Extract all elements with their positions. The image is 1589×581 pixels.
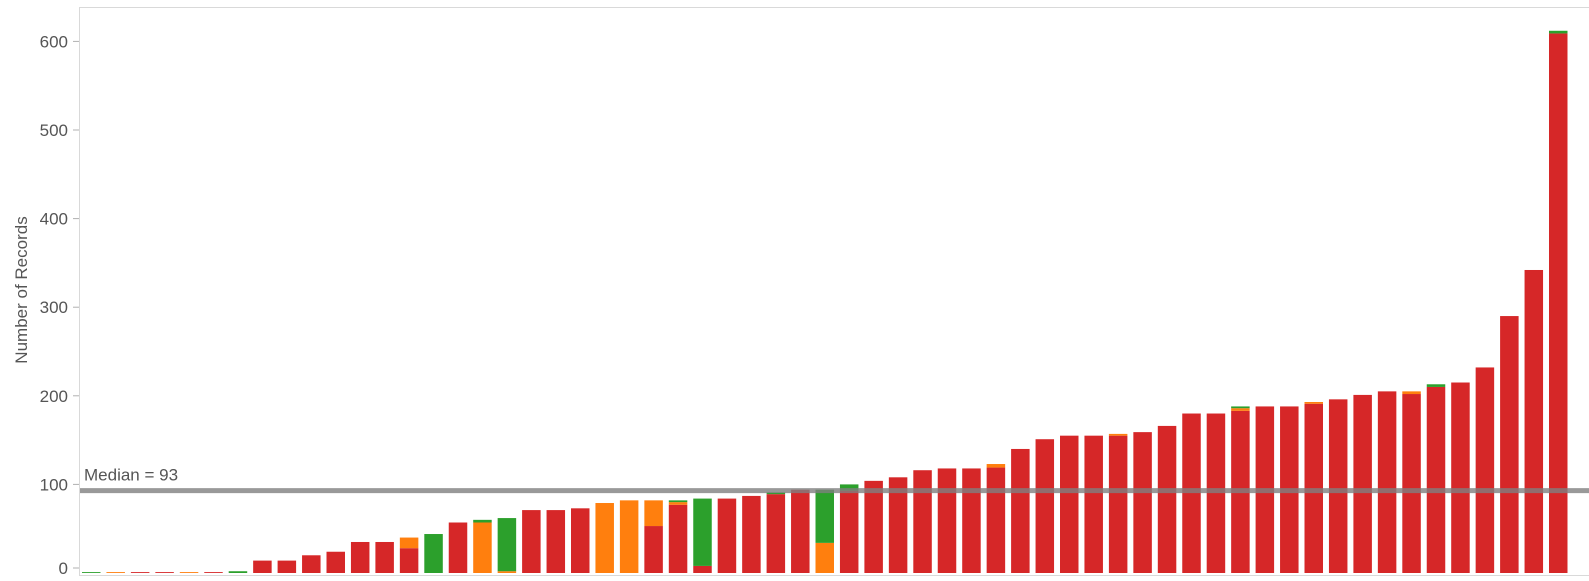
bar-14-red-segment xyxy=(399,548,419,573)
y-axis-title: Number of Records xyxy=(12,216,31,363)
bar-23-orange-segment xyxy=(619,500,639,573)
y-tick-label: 600 xyxy=(40,32,68,51)
bar-1-green-segment xyxy=(82,572,101,573)
bar-29-red-segment xyxy=(766,494,786,573)
bar-39-red-segment xyxy=(1011,448,1030,573)
bar-35-red-segment xyxy=(913,470,932,573)
bar-17-green-segment xyxy=(473,519,492,523)
bar-47-red-segment xyxy=(1206,413,1226,573)
bar-15-green-segment xyxy=(424,534,443,573)
bar-45-red-segment xyxy=(1157,425,1177,573)
bar-8-red-segment xyxy=(253,560,272,573)
bar-43-red-segment xyxy=(1108,435,1128,573)
bar-5-orange-segment xyxy=(179,572,199,573)
bar-52-red-segment xyxy=(1328,399,1348,573)
y-tick-label: 400 xyxy=(40,210,68,229)
bar-59-red-segment xyxy=(1500,316,1519,573)
bar-26-green-segment xyxy=(693,498,712,566)
bar-10-red-segment xyxy=(302,555,321,573)
bar-9-red-segment xyxy=(277,560,297,573)
bar-2-orange-segment xyxy=(106,572,125,573)
y-tick-label: 100 xyxy=(40,475,68,494)
bar-32-green-segment xyxy=(839,484,859,491)
bar-55-red-segment xyxy=(1402,394,1421,573)
bar-3-red-segment xyxy=(130,572,150,573)
bar-4-red-segment xyxy=(155,572,174,573)
bar-25-orange-segment xyxy=(668,502,688,505)
bar-22-orange-segment xyxy=(595,503,614,573)
bar-58-red-segment xyxy=(1475,367,1495,573)
median-reference-line-group: Median = 93 xyxy=(80,466,1589,494)
bar-12-red-segment xyxy=(350,541,370,573)
bar-16-red-segment xyxy=(448,522,468,573)
bar-36-red-segment xyxy=(937,468,957,573)
bar-26-red-segment xyxy=(693,565,712,573)
bar-28-red-segment xyxy=(742,495,761,573)
y-tick-label: 300 xyxy=(40,298,68,317)
bar-30-red-segment xyxy=(791,489,810,573)
bar-11-red-segment xyxy=(326,551,345,573)
bar-61-green-segment xyxy=(1549,30,1568,34)
bar-55-orange-segment xyxy=(1402,391,1421,395)
bar-17-orange-segment xyxy=(473,522,492,573)
bar-61-red-segment xyxy=(1549,33,1568,574)
bar-29-green-segment xyxy=(766,492,786,495)
bar-24-red-segment xyxy=(644,526,663,573)
bar-60-red-segment xyxy=(1524,269,1544,573)
y-tick-label: 200 xyxy=(40,387,68,406)
bar-48-green-segment xyxy=(1231,406,1250,409)
bar-33-red-segment xyxy=(864,480,883,573)
bar-6-red-segment xyxy=(204,572,223,573)
bar-53-red-segment xyxy=(1353,394,1372,573)
median-reference-label: Median = 93 xyxy=(84,466,178,485)
bar-46-red-segment xyxy=(1182,413,1201,573)
bar-13-red-segment xyxy=(375,541,394,573)
bar-19-red-segment xyxy=(522,510,541,573)
bar-48-orange-segment xyxy=(1231,408,1250,411)
bar-42-red-segment xyxy=(1084,435,1103,573)
bar-38-red-segment xyxy=(986,467,1006,573)
bar-18-green-segment xyxy=(497,518,517,572)
plot-area-border xyxy=(79,7,1589,576)
bar-20-red-segment xyxy=(546,510,566,573)
bar-25-green-segment xyxy=(668,500,688,503)
bar-44-red-segment xyxy=(1133,432,1152,573)
y-tick-label: 500 xyxy=(40,121,68,140)
bar-31-green-segment xyxy=(815,489,834,543)
y-tick-label: 0 xyxy=(59,559,68,578)
y-axis: 0 100 200 300 400 500 600 xyxy=(40,32,79,578)
bar-40-red-segment xyxy=(1035,439,1055,573)
bar-56-red-segment xyxy=(1426,386,1446,573)
bar-21-red-segment xyxy=(571,508,590,573)
bar-51-orange-segment xyxy=(1304,402,1323,404)
bar-14-orange-segment xyxy=(399,537,419,549)
bar-43-orange-segment xyxy=(1108,433,1128,436)
bar-24-orange-segment xyxy=(644,500,663,527)
bar-56-green-segment xyxy=(1426,384,1446,387)
bar-18-orange-segment xyxy=(497,571,517,573)
bar-34-red-segment xyxy=(888,477,908,573)
bar-7-green-segment xyxy=(228,571,248,573)
bar-57-red-segment xyxy=(1451,382,1470,573)
bar-54-red-segment xyxy=(1377,391,1397,573)
bar-37-red-segment xyxy=(962,468,981,573)
bar-27-red-segment xyxy=(717,498,737,573)
bars-group xyxy=(82,30,1568,574)
bar-32-red-segment xyxy=(839,490,859,573)
bar-25-red-segment xyxy=(668,504,688,573)
bar-38-orange-segment xyxy=(986,464,1006,468)
bar-31-orange-segment xyxy=(815,542,834,573)
bar-41-red-segment xyxy=(1060,435,1079,573)
